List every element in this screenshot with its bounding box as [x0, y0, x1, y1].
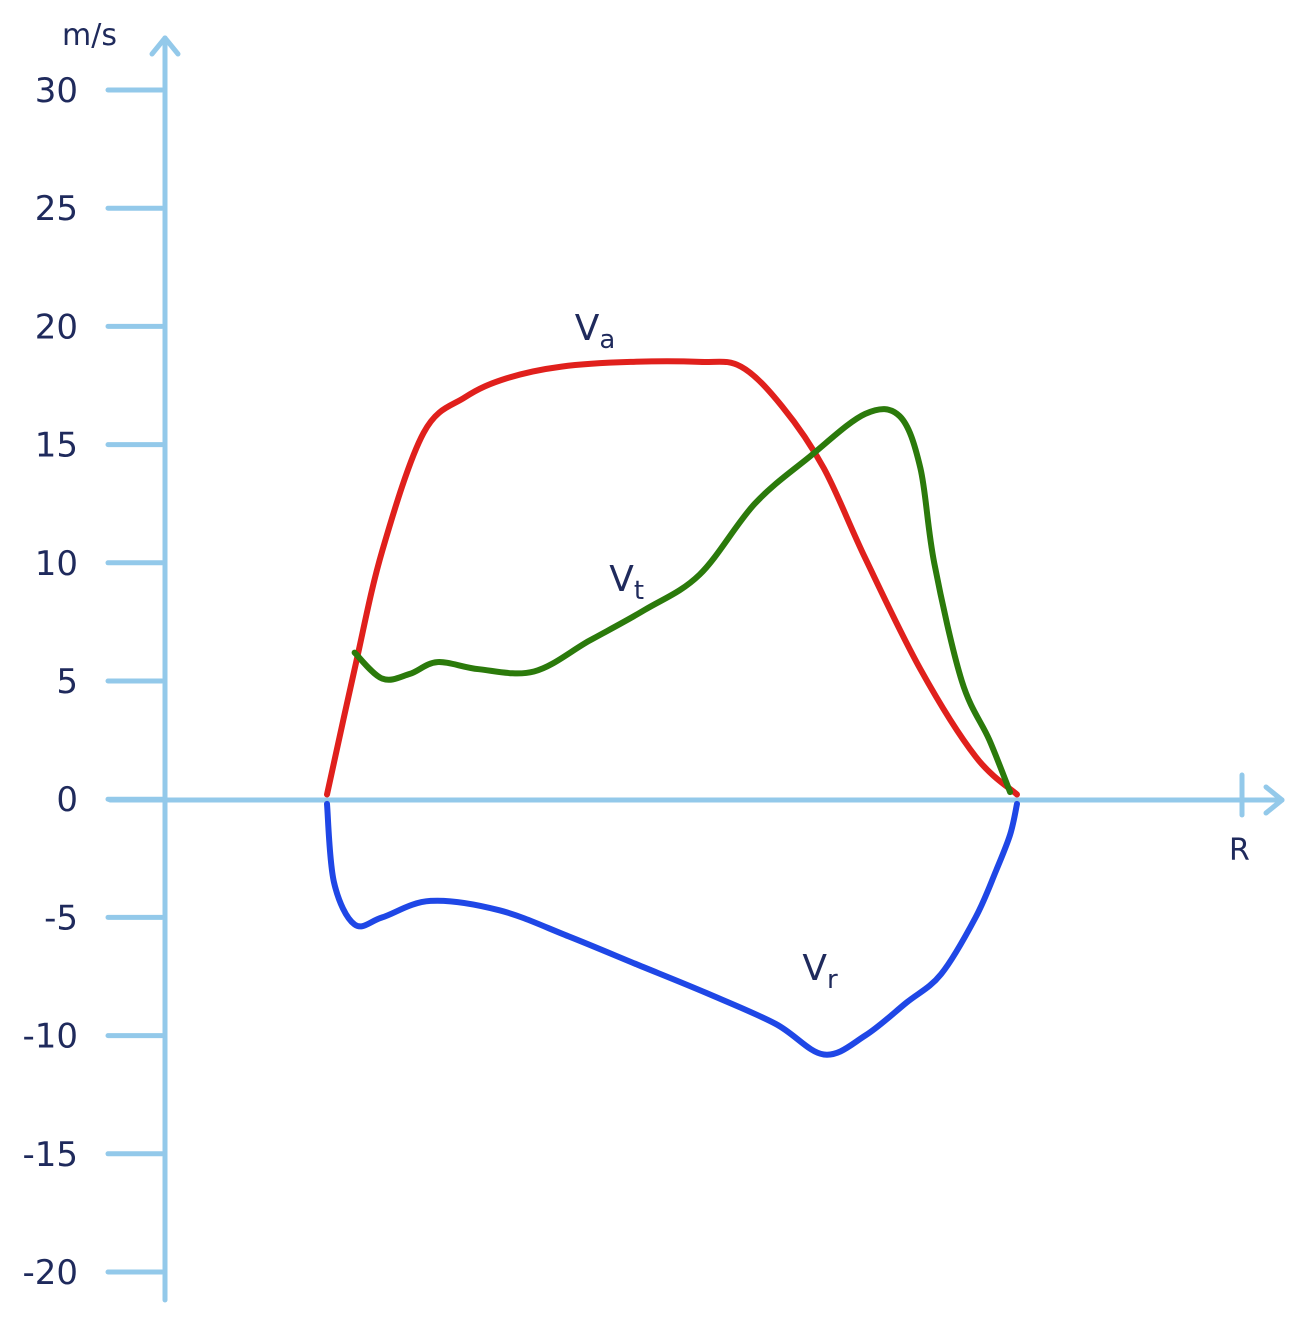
y-tick-label: 15: [35, 426, 78, 466]
y-tick-label: -20: [22, 1253, 78, 1293]
y-tick-label: -15: [22, 1135, 78, 1175]
x-axis-label: R: [1229, 833, 1250, 868]
y-tick-label: -10: [22, 1017, 78, 1057]
series-label-vt: Vt: [609, 559, 644, 606]
y-tick-label: 10: [35, 544, 78, 584]
series-labels: Va Vt Vr: [575, 308, 838, 995]
y-tick-label: 25: [35, 189, 78, 229]
y-unit-label: m/s: [62, 18, 117, 53]
series-line-va: [324, 358, 1020, 798]
y-tick-label: 5: [56, 662, 78, 702]
y-tick-label: 20: [35, 307, 78, 347]
y-tick-label: 30: [35, 71, 78, 111]
series-label-vr: Vr: [802, 948, 838, 995]
y-axis: [149, 35, 181, 1303]
x-axis: [107, 772, 1285, 818]
series-lines: [324, 358, 1020, 1058]
y-tick-label: -5: [44, 898, 78, 938]
y-ticks: 30 25 20 15 10 5 0 -5 -10 -15 -20: [22, 71, 165, 1293]
y-tick-label: 0: [56, 780, 78, 820]
series-line-vr: [324, 800, 1020, 1058]
series-line-vt: [351, 406, 1014, 796]
series-label-va: Va: [575, 308, 616, 355]
